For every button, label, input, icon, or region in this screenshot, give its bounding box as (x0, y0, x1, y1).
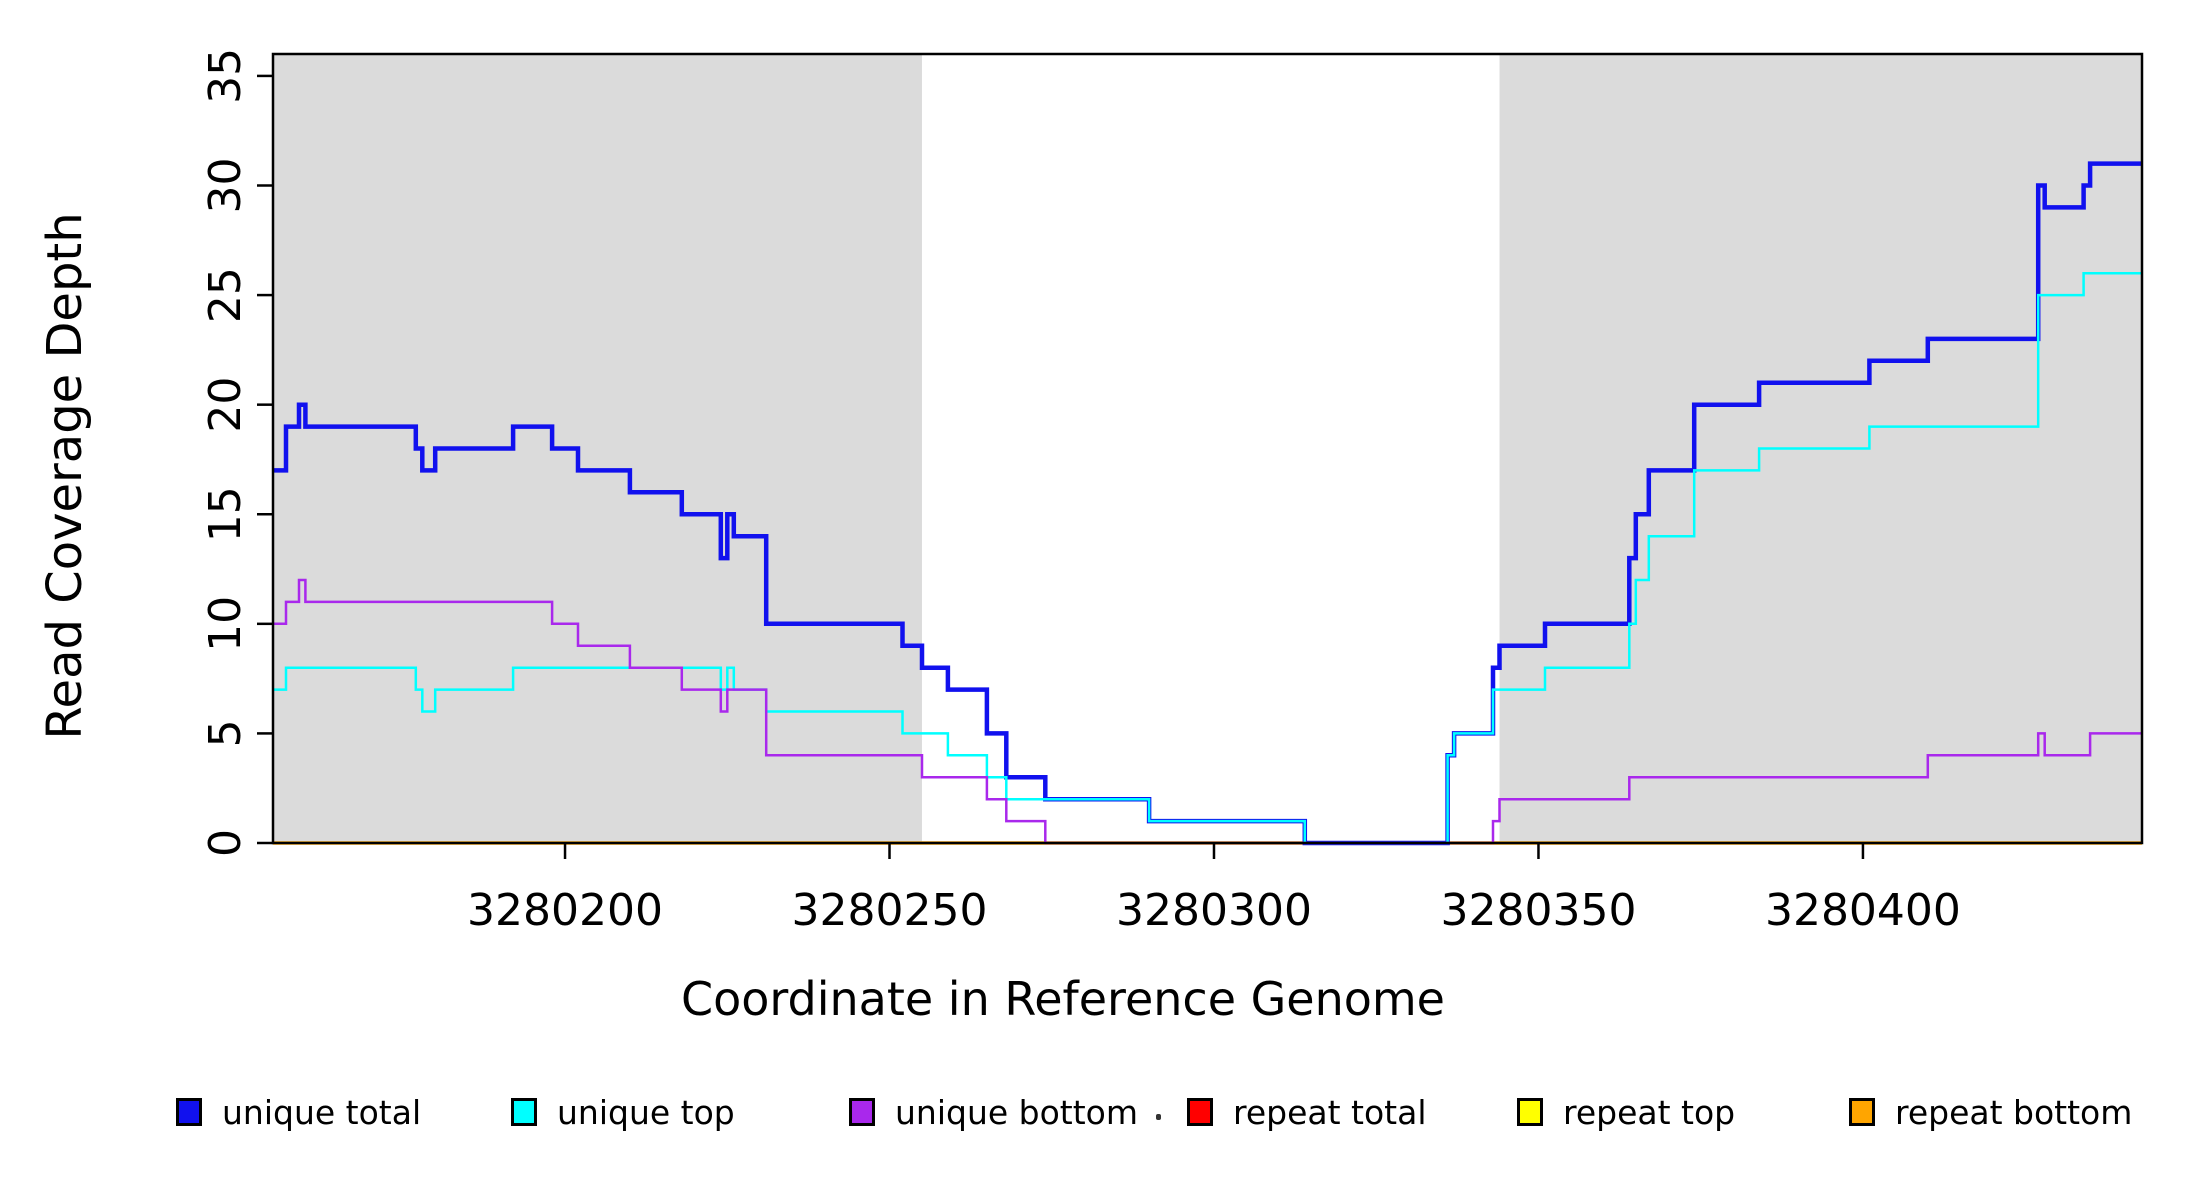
legend-label: unique bottom (895, 1092, 1139, 1132)
y-tick-label: 25 (200, 267, 251, 323)
x-tick-label: 3280350 (1440, 885, 1636, 936)
x-tick-label: 3280250 (792, 885, 988, 936)
legend-label: repeat bottom (1895, 1092, 2133, 1132)
legend-label: repeat total (1233, 1092, 1427, 1132)
y-tick-label: 5 (200, 719, 251, 747)
legend-swatch-icon (511, 1098, 537, 1126)
plot-frame (271, 52, 2144, 845)
x-tick-label: 3280200 (467, 885, 663, 936)
legend: unique total unique top unique bottom repea… (0, 1088, 2200, 1148)
legend-item-unique-bottom: unique bottom (849, 1088, 1138, 1136)
x-tick-label: 3280400 (1765, 885, 1961, 936)
legend-item-repeat-top: repeat top (1517, 1088, 1735, 1136)
series-unique-top (273, 271, 2142, 845)
series-unique-total (273, 161, 2142, 846)
x-axis-label: Coordinate in Reference Genome (681, 972, 1445, 1026)
legend-label: unique total (222, 1092, 422, 1132)
legend-swatch-icon (1849, 1098, 1875, 1126)
y-tick-label: 15 (200, 486, 251, 542)
legend-swatch-icon (1187, 1098, 1213, 1126)
legend-label: unique top (557, 1092, 735, 1132)
x-tick-label: 3280300 (1116, 885, 1312, 936)
legend-item-unique-total: unique total (176, 1088, 421, 1136)
legend-swatch-icon (849, 1098, 875, 1126)
legend-swatch-icon (1517, 1098, 1543, 1126)
legend-label: repeat top (1563, 1092, 1736, 1132)
y-tick-label: 30 (200, 158, 251, 214)
y-tick-label: 10 (200, 596, 251, 652)
shaded-region-0 (273, 54, 922, 843)
y-axis-label: Read Coverage Depth (37, 212, 93, 740)
y-tick-label: 0 (200, 829, 251, 857)
y-tick-label: 35 (200, 48, 251, 104)
legend-item-repeat-total: repeat total (1187, 1088, 1427, 1136)
legend-item-unique-top: unique top (511, 1088, 735, 1136)
legend-item-repeat-bottom: repeat bottom (1849, 1088, 2132, 1136)
y-tick-label: 20 (200, 377, 251, 433)
legend-swatch-icon (176, 1098, 202, 1126)
series-unique-bottom (273, 578, 2142, 845)
stray-dot (1156, 1114, 1161, 1120)
